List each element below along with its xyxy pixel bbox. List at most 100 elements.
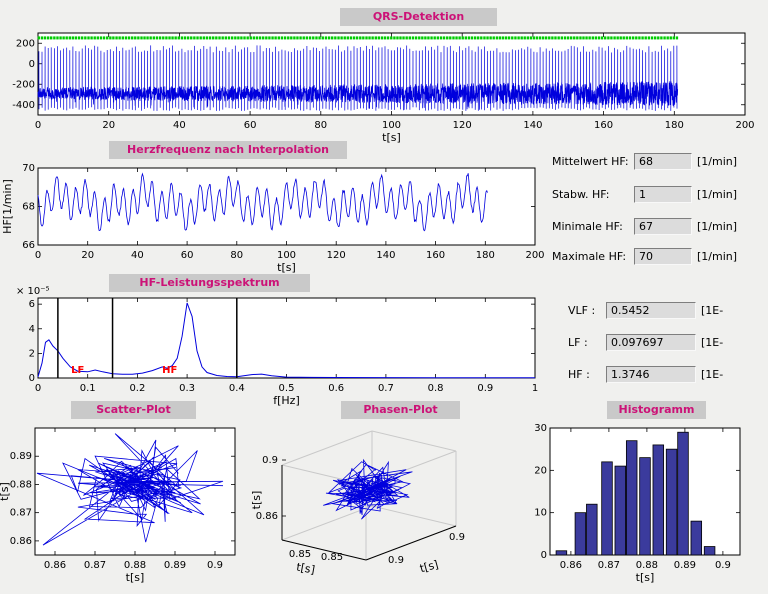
svg-text:0.87: 0.87 xyxy=(10,508,32,519)
svg-text:140: 140 xyxy=(376,250,395,261)
svg-text:80: 80 xyxy=(314,120,327,131)
band-lf-value-field: 0.097697 xyxy=(606,334,696,351)
band-lf-unit: [1E- xyxy=(701,336,724,349)
qrs-detection-plot: 0 20 40 60 80 100 120 140 160 180 200 200 0 -200 -400 t… xyxy=(12,32,755,144)
hf-power-spectrum-plot: 0 0.1 0.2 0.3 0.4 0.5 0.6 0.7 0.8 0.9 1 0 2 4 6 f[Hz] × … xyxy=(16,286,538,407)
svg-text:0.89: 0.89 xyxy=(674,560,696,571)
stat-min-unit: [1/min] xyxy=(697,220,738,233)
stat-std-value-field: 1 xyxy=(634,186,692,203)
svg-text:HF[1/min]: HF[1/min] xyxy=(1,179,14,234)
spectrum-plot-title: HF-Leistungsspektrum xyxy=(109,274,310,292)
stat-std-label: Stabw. HF: xyxy=(552,188,610,201)
svg-text:70: 70 xyxy=(22,163,35,174)
svg-text:0.3: 0.3 xyxy=(179,383,195,394)
svg-text:140: 140 xyxy=(523,120,542,131)
svg-text:200: 200 xyxy=(735,120,754,131)
stat-mean-unit: [1/min] xyxy=(697,155,738,168)
svg-text:0: 0 xyxy=(35,120,41,131)
band-row-hf: HF : 1.3746 [1E- xyxy=(568,366,723,383)
svg-text:0.9: 0.9 xyxy=(388,555,404,566)
svg-text:0.86: 0.86 xyxy=(44,560,66,571)
svg-text:40: 40 xyxy=(173,120,186,131)
svg-text:4: 4 xyxy=(29,324,35,335)
svg-text:0: 0 xyxy=(541,550,547,561)
svg-text:0.6: 0.6 xyxy=(328,383,344,394)
svg-text:t[s]: t[s] xyxy=(382,131,401,144)
svg-text:20: 20 xyxy=(81,250,94,261)
svg-text:100: 100 xyxy=(277,250,296,261)
stat-row-max-hf: Maximale HF: 70 [1/min] xyxy=(552,248,737,265)
svg-text:HF: HF xyxy=(162,365,177,376)
stat-row-min-hf: Minimale HF: 67 [1/min] xyxy=(552,218,737,235)
svg-text:200: 200 xyxy=(525,250,544,261)
svg-text:0.9: 0.9 xyxy=(477,383,493,394)
svg-text:2: 2 xyxy=(29,348,35,359)
svg-text:0.86: 0.86 xyxy=(10,536,32,547)
stat-min-label: Minimale HF: xyxy=(552,220,623,233)
band-lf-label: LF : xyxy=(568,336,588,349)
svg-text:40: 40 xyxy=(131,250,144,261)
band-vlf-unit: [1E- xyxy=(701,304,724,317)
band-hf-label: HF : xyxy=(568,368,590,381)
svg-text:LF: LF xyxy=(71,365,84,376)
svg-text:60: 60 xyxy=(181,250,194,261)
svg-text:0.9: 0.9 xyxy=(207,560,223,571)
svg-text:0.2: 0.2 xyxy=(129,383,145,394)
band-hf-unit: [1E- xyxy=(701,368,724,381)
svg-text:0: 0 xyxy=(35,250,41,261)
svg-text:0.9: 0.9 xyxy=(449,532,465,543)
svg-text:0.7: 0.7 xyxy=(378,383,394,394)
heart-rate-plot: 0 20 40 60 80 100 120 140 160 180 200 66 68 70 t[s] HF[… xyxy=(1,163,545,274)
stat-mean-value-field: 68 xyxy=(634,153,692,170)
phase-plot-title: Phasen-Plot xyxy=(341,401,460,419)
svg-text:0: 0 xyxy=(35,383,41,394)
band-row-vlf: VLF : 0.5452 [1E- xyxy=(568,302,723,319)
stat-max-label: Maximale HF: xyxy=(552,250,627,263)
svg-text:0.8: 0.8 xyxy=(428,383,444,394)
stat-max-value-field: 70 xyxy=(634,248,692,265)
band-hf-value-field: 1.3746 xyxy=(606,366,696,383)
histogram-plot-title: Histogramm xyxy=(607,401,706,419)
svg-text:t[s]: t[s] xyxy=(277,261,296,274)
svg-text:t[s]: t[s] xyxy=(0,482,11,501)
svg-text:120: 120 xyxy=(327,250,346,261)
hr-plot-title: Herzfrequenz nach Interpolation xyxy=(109,141,347,159)
histogram-plot: 0.86 0.87 0.88 0.89 0.9 0 10 20 30 t[s] xyxy=(534,423,741,584)
stat-mean-label: Mittelwert HF: xyxy=(552,155,629,168)
svg-text:t[s]: t[s] xyxy=(250,491,263,510)
stat-std-unit: [1/min] xyxy=(697,188,738,201)
svg-text:1: 1 xyxy=(532,383,538,394)
svg-text:0.89: 0.89 xyxy=(10,451,32,462)
svg-text:200: 200 xyxy=(16,38,35,49)
svg-text:0.88: 0.88 xyxy=(636,560,658,571)
svg-text:t[s]: t[s] xyxy=(126,571,145,584)
phase-plot: 0.9 0.86 0.85 0.85 0.9 0.9 t[s] t[s] t[s] xyxy=(250,430,465,577)
svg-text:-200: -200 xyxy=(12,79,35,90)
svg-text:0.85: 0.85 xyxy=(289,549,311,560)
svg-text:t[s]: t[s] xyxy=(295,561,316,577)
svg-text:180: 180 xyxy=(665,120,684,131)
band-row-lf: LF : 0.097697 [1E- xyxy=(568,334,723,351)
scatter-plot: 0.86 0.87 0.88 0.89 0.9 0.86 0.87 0.88 0.89 t[s] t… xyxy=(0,427,236,584)
svg-text:20: 20 xyxy=(534,465,547,476)
svg-text:t[s]: t[s] xyxy=(636,571,655,584)
stat-row-std-hf: Stabw. HF: 1 [1/min] xyxy=(552,186,737,203)
svg-text:0.88: 0.88 xyxy=(10,479,32,490)
qrs-plot-title: QRS-Detektion xyxy=(340,8,497,26)
svg-text:0.1: 0.1 xyxy=(80,383,96,394)
svg-text:160: 160 xyxy=(426,250,445,261)
svg-text:66: 66 xyxy=(22,240,35,251)
svg-text:160: 160 xyxy=(594,120,613,131)
band-vlf-value-field: 0.5452 xyxy=(606,302,696,319)
svg-text:0.89: 0.89 xyxy=(164,560,186,571)
svg-text:0.87: 0.87 xyxy=(84,560,106,571)
svg-text:20: 20 xyxy=(102,120,115,131)
svg-text:0.9: 0.9 xyxy=(262,455,278,466)
band-vlf-label: VLF : xyxy=(568,304,596,317)
stat-max-unit: [1/min] xyxy=(697,250,738,263)
stat-row-mean-hf: Mittelwert HF: 68 [1/min] xyxy=(552,153,737,170)
svg-text:120: 120 xyxy=(453,120,472,131)
svg-text:t[s]: t[s] xyxy=(418,558,439,575)
svg-text:30: 30 xyxy=(534,423,547,434)
